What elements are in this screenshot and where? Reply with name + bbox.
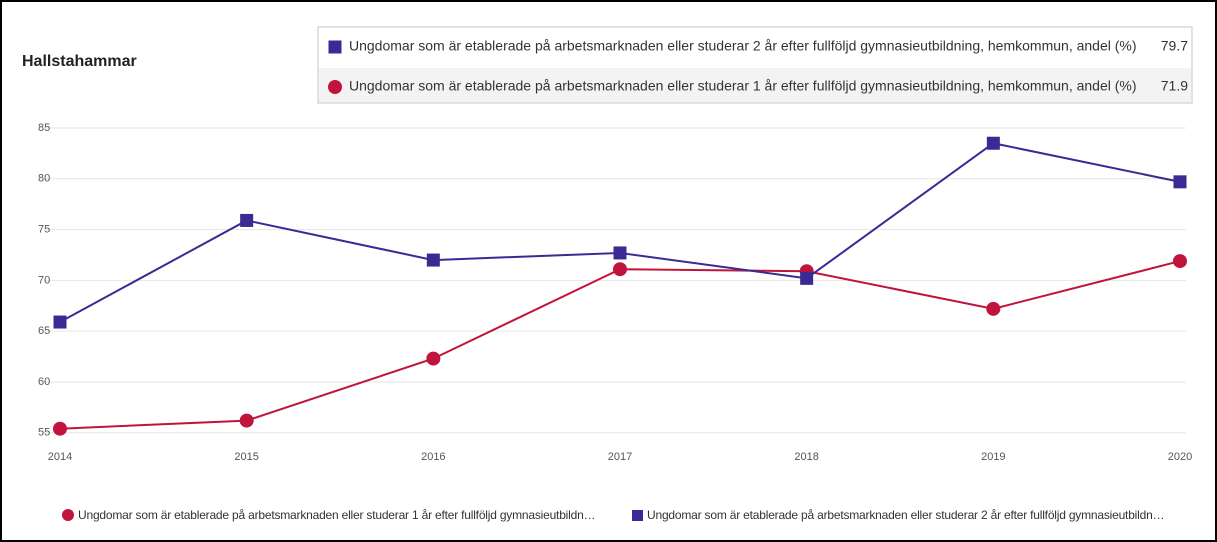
chart-title: Hallstahammar <box>22 53 137 70</box>
y-tick-label: 55 <box>38 427 50 439</box>
y-tick-label: 80 <box>38 173 50 185</box>
tooltip-label: Ungdomar som är etablerade på arbetsmark… <box>349 78 1137 94</box>
tooltip-value: 71.9 <box>1161 78 1188 94</box>
y-tick-label: 70 <box>38 274 50 286</box>
data-point <box>240 213 254 227</box>
data-point <box>426 253 440 267</box>
tooltip-marker <box>328 40 342 54</box>
tooltip-row-bg <box>319 68 1191 102</box>
legend-swatch <box>632 509 643 521</box>
legend-label: Ungdomar som är etablerade på arbetsmark… <box>78 508 598 522</box>
data-point <box>800 271 814 285</box>
data-point <box>986 301 1001 316</box>
data-point <box>53 315 67 329</box>
x-tick-label: 2015 <box>234 451 258 463</box>
tooltip-value: 79.7 <box>1161 38 1188 54</box>
data-point <box>239 413 254 428</box>
tooltip-label: Ungdomar som är etablerade på arbetsmark… <box>349 38 1137 54</box>
x-tick-label: 2016 <box>421 451 445 463</box>
legend-swatch <box>62 509 74 521</box>
x-tick-label: 2020 <box>1168 451 1192 463</box>
y-tick-label: 85 <box>38 122 50 134</box>
series-line <box>59 260 1181 430</box>
data-point <box>53 421 67 436</box>
x-tick-label: 2018 <box>794 451 818 463</box>
data-point <box>426 351 441 366</box>
data-point <box>1173 254 1187 269</box>
data-point <box>613 246 627 260</box>
x-tick-label: 2017 <box>608 451 632 463</box>
x-tick-label: 2014 <box>48 451 72 463</box>
data-point <box>986 136 1000 150</box>
tooltip: Ungdomar som är etablerade på arbetsmark… <box>317 26 1193 104</box>
y-tick-label: 75 <box>38 223 50 235</box>
legend-item[interactable]: Ungdomar som är etablerade på arbetsmark… <box>62 505 598 525</box>
series-line <box>59 142 1181 323</box>
y-tick-label: 65 <box>38 325 50 337</box>
tooltip-marker <box>328 80 342 94</box>
legend-item[interactable]: Ungdomar som är etablerade på arbetsmark… <box>632 505 1167 525</box>
legend-label: Ungdomar som är etablerade på arbetsmark… <box>647 508 1167 522</box>
data-point <box>613 262 627 277</box>
y-tick-label: 60 <box>38 376 50 388</box>
data-point <box>1173 175 1187 189</box>
x-tick-label: 2019 <box>981 451 1005 463</box>
